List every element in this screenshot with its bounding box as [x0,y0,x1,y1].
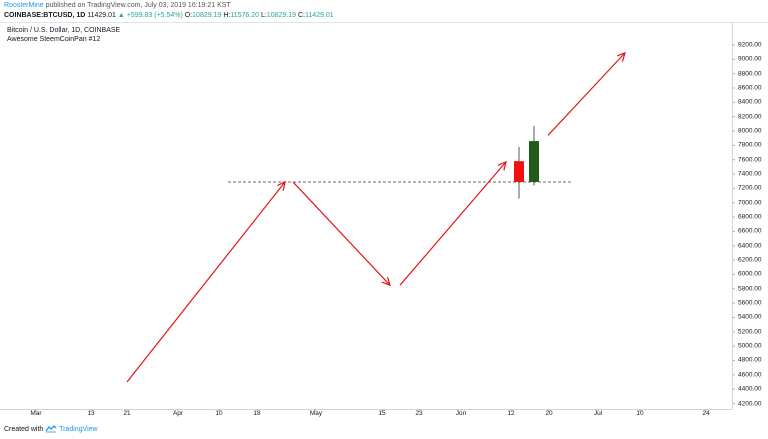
time-tick-label: 24 [702,410,710,417]
price-tick-label: 8400.00 [738,98,762,106]
price-tick-label: 7800.00 [738,141,762,149]
price-tick-label: 6400.00 [738,242,762,250]
trend-arrow [126,182,285,383]
price-tick-label: 6000.00 [738,270,762,278]
price-tick-label: 4400.00 [738,385,762,393]
indicator-label[interactable]: Awesome SteemCoinPan #12 [7,36,101,43]
publication-text: published on TradingView.com, July 03, 2… [43,2,231,9]
time-tick-label: 10 [215,410,223,417]
symbol-interval: COINBASE:BTCUSD, 1D [4,12,86,19]
price-tick-label: 7000.00 [738,199,762,207]
price-tick-label: 7400.00 [738,170,762,178]
price-tick-label: 8000.00 [738,127,762,135]
price-tick-label: 8200.00 [738,113,762,121]
trend-arrow [399,162,506,286]
tradingview-logo-icon [45,425,57,433]
open-value: 10829.19 [192,12,222,19]
footer: Created with TradingView [4,425,98,433]
time-tick-label: Mar [30,410,42,417]
low-value: 10829.19 [266,12,296,19]
price-tick-label: 6200.00 [738,256,762,264]
trend-arrow [292,181,390,285]
low-label: L: [260,12,267,19]
publication-info: RoosterMine published on TradingView.com… [4,2,231,9]
price-tick-label: 5600.00 [738,299,762,307]
price-tick-label: 5400.00 [738,313,762,321]
price-tick-label: 7600.00 [738,156,762,164]
open-label: O: [184,12,193,19]
time-tick-label: 23 [415,410,423,417]
time-tick-label: 21 [123,410,131,417]
author-link[interactable]: RoosterMine [4,2,44,9]
created-with-text: Created with [4,425,44,433]
time-tick-label: 12 [507,410,515,417]
time-tick-label: 20 [545,410,553,417]
high-value: 11576.20 [230,12,259,19]
candle-body [514,161,524,182]
chart-pane[interactable] [0,22,768,419]
price-tick-label: 8800.00 [738,70,762,78]
trend-arrow [547,53,625,136]
time-tick-label: May [309,410,323,417]
time-tick-label: 13 [87,410,95,417]
tradingview-brand[interactable]: TradingView [59,425,98,433]
price-tick-label: 9200.00 [738,41,762,49]
time-tick-label: Jun [455,410,467,417]
chart-title: Bitcoin / U.S. Dollar, 1D, COINBASE [7,27,121,34]
price-tick-label: 6800.00 [738,213,762,221]
price-tick-label: 6600.00 [738,227,762,235]
time-tick-label: 15 [378,410,386,417]
price-tick-label: 8600.00 [738,84,762,92]
ohlc-bar: COINBASE:BTCUSD, 1D 11429.01 ▲ +599.83 (… [4,12,334,19]
time-tick-label: 18 [253,410,261,417]
price-tick-label: 5800.00 [738,285,762,293]
price-scale[interactable] [732,22,768,409]
close-value: 11429.01 [304,12,334,19]
price-tick-label: 5000.00 [738,342,762,350]
time-scale[interactable] [0,409,732,419]
price-tick-label: 5200.00 [738,328,762,336]
candle-body [529,141,539,182]
time-tick-label: Apr [172,410,184,417]
price-tick-label: 4600.00 [738,371,762,379]
price-tick-label: 4800.00 [738,356,762,364]
price-tick-label: 7200.00 [738,184,762,192]
close-label: C: [297,12,305,19]
price-tick-label: 9000.00 [738,55,762,63]
price-tick-label: 4200.00 [738,400,762,407]
last-price: 11429.01 [87,12,116,19]
time-tick-label: 10 [636,410,644,417]
high-label: H: [223,12,231,19]
time-tick-label: Jul [593,410,603,417]
price-change: ▲ +599.83 (+5.54%) [117,12,183,19]
